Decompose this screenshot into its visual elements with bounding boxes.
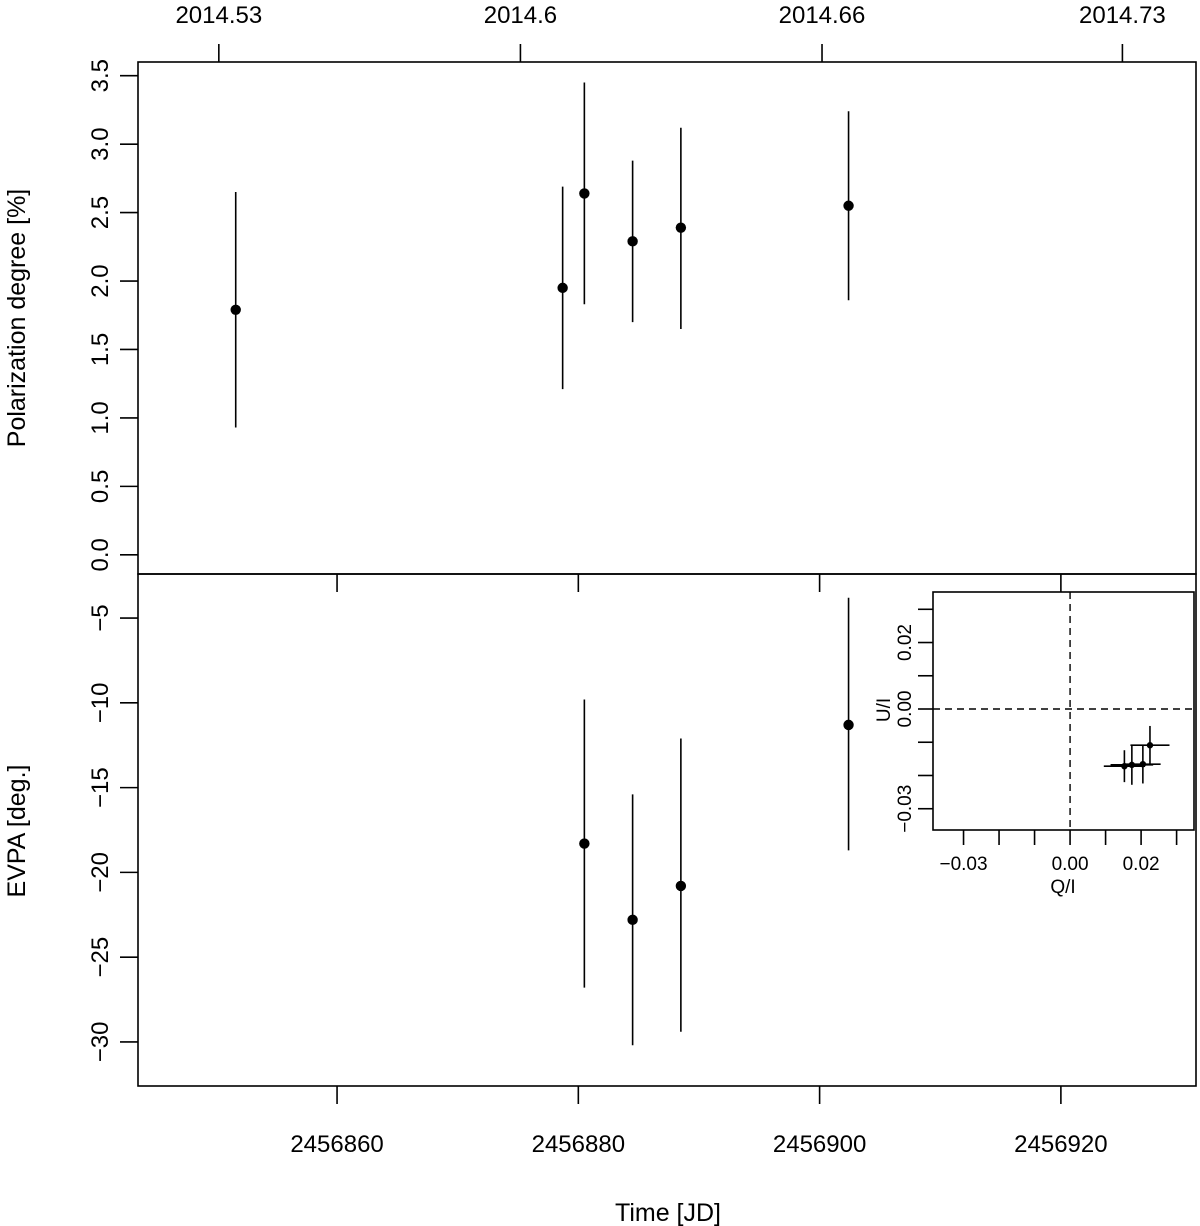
top-data-point bbox=[579, 188, 590, 199]
inset-frame bbox=[932, 591, 1195, 831]
top-data-point bbox=[557, 282, 568, 294]
top-y-tick-label: 0.5 bbox=[87, 470, 114, 503]
inset-data-point bbox=[1146, 742, 1154, 749]
bottom-y-axis-label: EVPA [deg.] bbox=[3, 765, 31, 898]
top-y-tick-label: 1.5 bbox=[87, 333, 114, 366]
top-data-point bbox=[675, 222, 687, 233]
inset-x-axis-label: Q/I bbox=[1050, 877, 1075, 898]
top-y-tick-label: 0.0 bbox=[87, 538, 114, 571]
bottom-x-tick-label: 2456900 bbox=[773, 1131, 866, 1158]
top-y-tick-label: 2.0 bbox=[87, 264, 114, 297]
bottom-x-tick-label: 2456860 bbox=[290, 1131, 383, 1158]
bottom-x-tick-label: 2456880 bbox=[532, 1131, 625, 1158]
top-data-point bbox=[230, 304, 241, 315]
inset-y-tick-label: −0.03 bbox=[895, 785, 916, 833]
top-y-tick-label: 3.0 bbox=[87, 127, 114, 160]
top-axis-tick-label: 2014.53 bbox=[175, 2, 262, 29]
bottom-y-tick-label: −30 bbox=[87, 1022, 114, 1063]
top-panel: 0.0 0.5 1.0 1.5 2.0 2.5 3.0 3.5 2014.53 2014.6 201… bbox=[87, 2, 1166, 592]
bottom-y-tick-label: −20 bbox=[87, 852, 114, 893]
top-axis-tick-label: 2014.6 bbox=[484, 2, 557, 29]
bottom-data-point bbox=[627, 914, 638, 926]
inset-x-tick-label: −0.03 bbox=[939, 854, 987, 875]
inset-x-tick-label: 0.00 bbox=[1052, 854, 1089, 875]
bottom-data-point bbox=[843, 719, 854, 731]
bottom-y-tick-label: −15 bbox=[87, 767, 114, 808]
top-y-axis-label: Polarization degree [%] bbox=[3, 189, 31, 447]
inset-y-tick-label: 0.02 bbox=[895, 624, 916, 661]
bottom-panel-frame bbox=[137, 573, 1197, 1087]
inset-x-tick-label: 0.02 bbox=[1123, 854, 1160, 875]
top-panel-frame bbox=[137, 61, 1197, 575]
bottom-data-point bbox=[579, 838, 590, 849]
inset-y-tick-label: 0.00 bbox=[895, 691, 916, 728]
bottom-panel: −30 −25 −20 −15 −10 −5 2456860 2456880 2456900 24… bbox=[87, 597, 1108, 1158]
inset-data-point bbox=[1139, 760, 1147, 768]
bottom-y-tick-label: −10 bbox=[87, 682, 114, 723]
top-axis-tick-label: 2014.66 bbox=[779, 2, 866, 29]
bottom-y-tick-label: −25 bbox=[87, 937, 114, 978]
bottom-x-tick-label: 2456920 bbox=[1014, 1131, 1107, 1158]
inset-panel: −0.03 0.00 0.02 −0.03 0.00 0.02 bbox=[895, 591, 1195, 875]
top-data-point bbox=[627, 236, 638, 247]
panel-frames bbox=[137, 61, 1197, 1087]
top-y-tick-label: 3.5 bbox=[87, 59, 114, 92]
bottom-data-point bbox=[675, 880, 687, 892]
top-axis-tick-label: 2014.73 bbox=[1079, 2, 1166, 29]
top-data-point bbox=[843, 200, 854, 211]
top-y-tick-label: 2.5 bbox=[87, 196, 114, 229]
x-axis-label: Time [JD] bbox=[615, 1199, 721, 1226]
bottom-y-tick-label: −5 bbox=[87, 604, 114, 631]
axis-titles: Polarization degree [%] EVPA [deg.] Time… bbox=[3, 189, 1076, 1226]
inset-y-axis-label: U/I bbox=[874, 698, 895, 722]
top-y-tick-label: 1.0 bbox=[87, 401, 114, 434]
